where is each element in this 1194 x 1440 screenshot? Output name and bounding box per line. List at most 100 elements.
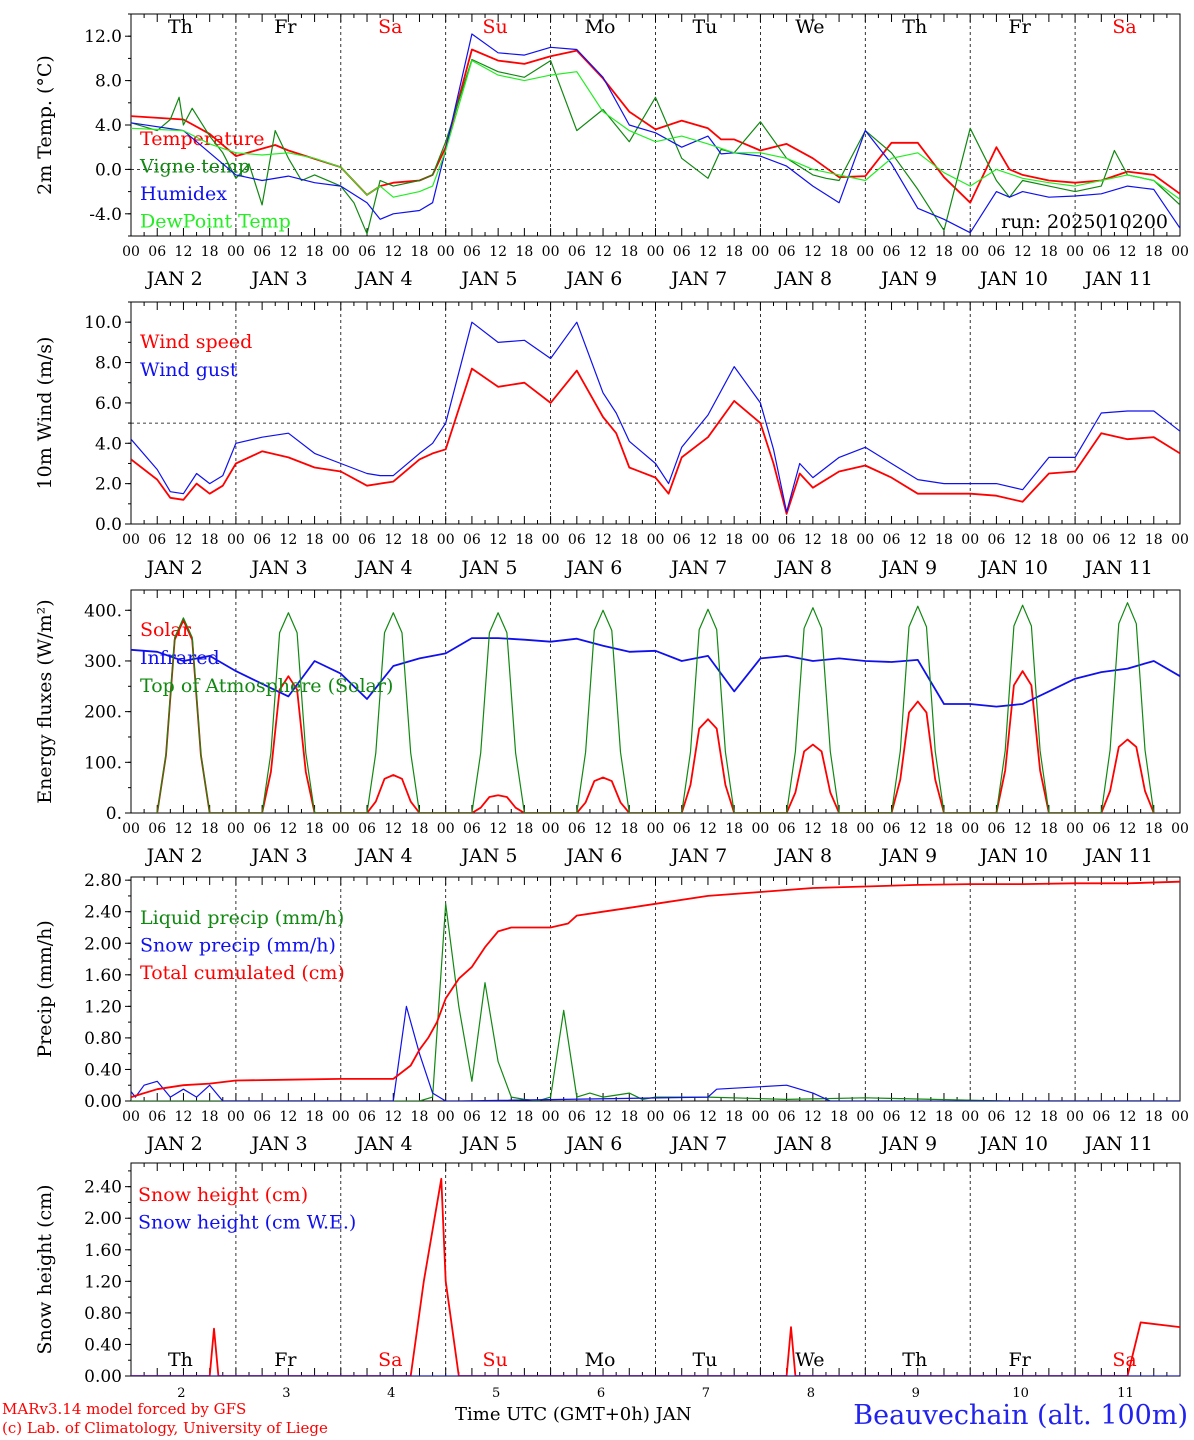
panel-5-day-number: 11 (1117, 1386, 1134, 1401)
panel-4-y-tick-label: 0.80 (84, 1029, 122, 1049)
panel-1-hour-label: 00 (751, 244, 769, 260)
panel-4-y-tick-label: 2.80 (84, 871, 122, 891)
panel-5-day-number: 7 (702, 1386, 710, 1401)
panel-3-date-label: JAN 3 (250, 845, 308, 867)
panel-2-hour-label: 00 (542, 532, 560, 548)
panel-2-hour-label: 18 (830, 532, 848, 548)
panel-2-hour-label: 00 (961, 532, 979, 548)
panel-1-legend-entry: Humidex (140, 183, 227, 205)
panel-2-date-label: JAN 11 (1083, 557, 1153, 579)
panel-2-hour-label: 00 (647, 532, 665, 548)
panel-3-hour-label: 12 (489, 821, 507, 837)
panel-3-hour-label: 00 (1171, 821, 1189, 837)
panel-3-hour-label: 00 (1066, 821, 1084, 837)
panel-1-weekday-label: Mo (585, 16, 616, 38)
panel-2-hour-label: 06 (568, 532, 586, 548)
copyright-credit: (c) Lab. of Climatology, University of L… (2, 1419, 328, 1437)
panel-1-hour-label: 18 (830, 244, 848, 260)
panel-1-hour-label: 06 (673, 244, 691, 260)
panel-4-hour-label: 06 (673, 1109, 691, 1125)
panel-4-hour-label: 18 (411, 1109, 429, 1125)
panel-2-hour-label: 06 (463, 532, 481, 548)
panel-3-hour-label: 18 (725, 821, 743, 837)
panel-3-date-label: JAN 4 (354, 845, 412, 867)
panel-2-y-tick-label: 6.0 (95, 394, 122, 414)
panel-4-legend-entry: Snow precip (mm/h) (140, 935, 336, 957)
panel-2-hour-label: 18 (620, 532, 638, 548)
panel-3-hour-label: 18 (1040, 821, 1058, 837)
panel-5-weekday-label: Sa (378, 1349, 402, 1371)
panel-1-weekday-label: We (795, 16, 824, 38)
panel-3-hour-label: 06 (568, 821, 586, 837)
panel-1-hour-label: 00 (961, 244, 979, 260)
panel-5-weekday-label: Th (902, 1349, 927, 1371)
panel-5-day-number: 4 (387, 1386, 395, 1401)
panel-5-weekday-label: Mo (585, 1349, 616, 1371)
panel-1-hour-label: 12 (594, 244, 612, 260)
panel-4-hour-label: 12 (909, 1109, 927, 1125)
panel-5-weekday-label: Fr (1009, 1349, 1032, 1371)
panel-3-y-tick-label: 200. (84, 703, 122, 723)
panel-5-day-number: 10 (1012, 1386, 1029, 1401)
panel-4-series-line (131, 880, 1180, 1098)
panel-4-hour-label: 12 (384, 1109, 402, 1125)
panel-4-date-label: JAN 8 (774, 1133, 832, 1155)
panel-1-date-label: JAN 10 (978, 268, 1048, 290)
panel-2-hour-label: 18 (515, 532, 533, 548)
panel-3-hour-label: 18 (830, 821, 848, 837)
panel-1-hour-label: 06 (358, 244, 376, 260)
panel-3-hour-label: 12 (1119, 821, 1137, 837)
panel-5-day-number: 8 (807, 1386, 815, 1401)
panel-1-date-label: JAN 6 (564, 268, 622, 290)
panel-2-hour-label: 00 (1066, 532, 1084, 548)
panel-3-hour-label: 12 (594, 821, 612, 837)
panel-1-date-label: JAN 5 (459, 268, 517, 290)
panel-4-y-tick-label: 0.00 (84, 1092, 122, 1112)
panel-1-hour-label: 12 (804, 244, 822, 260)
panel-1-hour-label: 12 (384, 244, 402, 260)
panel-1-hour-label: 18 (725, 244, 743, 260)
panel-2-hour-label: 18 (411, 532, 429, 548)
panel-1-hour-label: 18 (620, 244, 638, 260)
panel-1-hour-label: 12 (699, 244, 717, 260)
panel-1-date-label: JAN 11 (1083, 268, 1153, 290)
panel-3-hour-label: 06 (1092, 821, 1110, 837)
panel-4-legend-entry: Liquid precip (mm/h) (140, 907, 344, 929)
panel-4-hour-label: 12 (699, 1109, 717, 1125)
panel-1-date-label: JAN 9 (879, 268, 937, 290)
panel-4-hour-label: 18 (306, 1109, 324, 1125)
panel-1-hour-label: 06 (778, 244, 796, 260)
panel-1-hour-label: 18 (1040, 244, 1058, 260)
panel-2-hour-label: 06 (148, 532, 166, 548)
panel-2-hour-label: 18 (1145, 532, 1163, 548)
panel-2-hour-label: 18 (306, 532, 324, 548)
panel-4-hour-label: 18 (935, 1109, 953, 1125)
panel-3-hour-label: 06 (883, 821, 901, 837)
panel-4-hour-label: 06 (148, 1109, 166, 1125)
panel-2-hour-label: 00 (437, 532, 455, 548)
panel-3-series-line (156, 619, 1155, 813)
panel-3-hour-label: 00 (647, 821, 665, 837)
panel-4-legend-entry: Total cumulated (cm) (140, 962, 345, 984)
panel-4-y-tick-label: 2.40 (84, 903, 122, 923)
panel-3-hour-label: 12 (699, 821, 717, 837)
panel-3-date-label: JAN 5 (459, 845, 517, 867)
panel-5-weekday-label: We (795, 1349, 824, 1371)
panel-1-hour-label: 12 (489, 244, 507, 260)
panel-2-date-label: JAN 7 (669, 557, 727, 579)
panel-3-hour-label: 12 (175, 821, 193, 837)
panel-4-y-tick-label: 0.40 (84, 1060, 122, 1080)
panel-1-hour-label: 12 (175, 244, 193, 260)
panel-2-hour-label: 06 (358, 532, 376, 548)
panel-1-hour-label: 12 (1119, 244, 1137, 260)
panel-2-hour-label: 06 (778, 532, 796, 548)
panel-2-hour-label: 00 (1171, 532, 1189, 548)
panel-4-hour-label: 12 (175, 1109, 193, 1125)
panel-4-date-label: JAN 10 (978, 1133, 1048, 1155)
panel-3-hour-label: 18 (935, 821, 953, 837)
panel-1-weekday-label: Sa (378, 16, 402, 38)
panel-2-hour-label: 06 (988, 532, 1006, 548)
panel-3-legend-entry: Solar (140, 619, 192, 641)
panel-4-hour-label: 00 (332, 1109, 350, 1125)
panel-3-hour-label: 06 (778, 821, 796, 837)
